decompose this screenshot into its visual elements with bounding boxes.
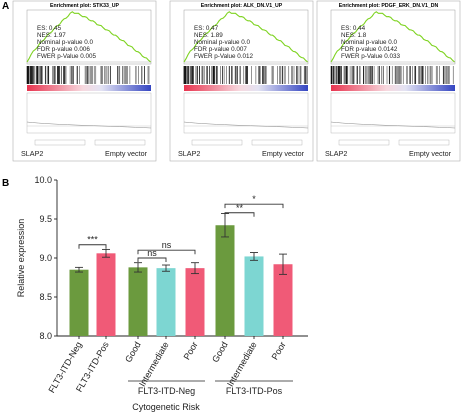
significance-label: *** xyxy=(87,235,98,245)
gsea-stat-fdr: FDR p-value 0.0142 xyxy=(341,46,398,53)
y-tick-label: 10.0 xyxy=(34,175,52,185)
gsea-plot-2: Enrichment plot: ALK_DN.V1_UP ES: 0.47NES… xyxy=(169,0,314,162)
running-es-curve xyxy=(330,11,455,63)
left-phenotype-label: SLAP2 xyxy=(21,149,43,158)
rank-gradient-bar xyxy=(27,85,151,91)
gsea-legend-box xyxy=(251,139,303,146)
gsea-stat-nes: NES: 1.97 xyxy=(37,32,66,39)
significance-label: ns xyxy=(147,248,157,258)
gsea-title: Enrichment plot: PDGF_ERK_DN.V1_DN xyxy=(339,3,439,9)
ranked-metric-area xyxy=(183,92,309,134)
gsea-legend-box xyxy=(398,139,450,146)
left-phenotype-label: SLAP2 xyxy=(178,149,200,158)
es-plot-area xyxy=(183,9,309,65)
right-phenotype-label: Empty vector xyxy=(409,149,452,158)
group-label: FLT3-ITD-Neg xyxy=(138,386,195,396)
bar-chart: 8.0 8.5 9.0 9.5 10.0 Relative expression FLT3-… xyxy=(16,175,308,412)
gsea-stat-es: ES: 0.44 xyxy=(341,25,366,32)
x-tick-label: Good xyxy=(123,340,143,364)
hit-barcode xyxy=(183,66,308,84)
significance-bracket xyxy=(224,212,255,217)
y-tick-label: 8.5 xyxy=(39,292,52,302)
right-phenotype-label: Empty vector xyxy=(262,149,305,158)
significance-bracket xyxy=(137,249,196,255)
hit-barcode xyxy=(330,66,454,84)
ranked-metric-curve xyxy=(183,121,309,129)
gsea-stat-nes: NES: 1.89 xyxy=(194,32,223,39)
ranked-metric-area xyxy=(26,92,152,134)
hit-barcode xyxy=(26,66,150,84)
x-tick-label: Good xyxy=(210,340,230,364)
bar xyxy=(156,268,176,336)
gsea-stat-fdr: FDR p-value 0.006 xyxy=(37,46,90,53)
gsea-stat-nominal_p: Nominal p-value 0.0 xyxy=(341,39,397,46)
significance-bracket xyxy=(137,257,167,262)
significance-label: * xyxy=(252,194,256,204)
panel-label-b: B xyxy=(2,178,9,189)
left-phenotype-label: SLAP2 xyxy=(325,149,347,158)
gsea-legend-box xyxy=(338,139,390,146)
bar xyxy=(215,225,235,336)
y-tick-label: 9.5 xyxy=(39,214,52,224)
rank-gradient-bar xyxy=(331,85,455,91)
gsea-stat-nes: NES: 1.8 xyxy=(341,32,367,39)
es-plot-area xyxy=(26,9,152,65)
bar xyxy=(273,264,293,336)
gsea-stat-nominal_p: Nominal p-value 0.0 xyxy=(194,39,250,46)
gsea-legend-box xyxy=(191,139,243,146)
x-tick-label: Poor xyxy=(182,340,200,361)
x-tick-label: Poor xyxy=(270,340,288,361)
gsea-stat-fwer: FWER p-Value 0.005 xyxy=(37,53,97,60)
running-es-curve xyxy=(183,11,308,63)
gsea-title: Enrichment plot: ALK_DN.V1_UP xyxy=(201,3,283,9)
bar xyxy=(128,267,148,336)
gsea-frame xyxy=(169,0,314,162)
significance-label: ** xyxy=(236,203,244,213)
gsea-legend-box xyxy=(34,139,86,146)
rank-gradient-bar xyxy=(184,85,308,91)
panel-label-a: A xyxy=(2,1,9,12)
y-tick-label: 9.0 xyxy=(39,253,52,263)
significance-bracket xyxy=(78,244,107,249)
ranked-metric-curve xyxy=(330,121,456,129)
gsea-title: Enrichment plot: STK33_UP xyxy=(50,3,119,9)
running-es-curve xyxy=(26,11,151,63)
bar xyxy=(185,268,205,336)
significance-label: ns xyxy=(162,240,172,250)
gsea-stat-fdr: FDR p-value 0.007 xyxy=(194,46,247,53)
x-axis-label: Cytogenetic Risk xyxy=(132,402,200,412)
group-label: FLT3-ITD-Pos xyxy=(226,386,283,396)
gsea-stat-es: ES: 0.45 xyxy=(37,25,62,32)
bar xyxy=(69,269,89,336)
gsea-stat-nominal_p: Nominal p-value 0.0 xyxy=(37,39,93,46)
bar xyxy=(96,253,116,336)
significance-bracket xyxy=(224,203,284,209)
gsea-stat-fwer: FWER p-Value 0.033 xyxy=(341,53,401,60)
gsea-stat-fwer: FWER p-Value 0.012 xyxy=(194,53,254,60)
ranked-metric-area xyxy=(330,92,456,134)
right-phenotype-label: Empty vector xyxy=(105,149,148,158)
y-axis-label: Relative expression xyxy=(16,219,26,298)
gsea-legend-box xyxy=(94,139,146,146)
es-plot-area xyxy=(330,9,456,65)
gsea-stat-es: ES: 0.47 xyxy=(194,25,219,32)
y-tick-label: 8.0 xyxy=(39,331,52,341)
bar xyxy=(244,256,264,336)
gsea-plot-3: Enrichment plot: PDGF_ERK_DN.V1_DN ES: 0.… xyxy=(316,0,461,162)
ranked-metric-curve xyxy=(26,121,152,129)
